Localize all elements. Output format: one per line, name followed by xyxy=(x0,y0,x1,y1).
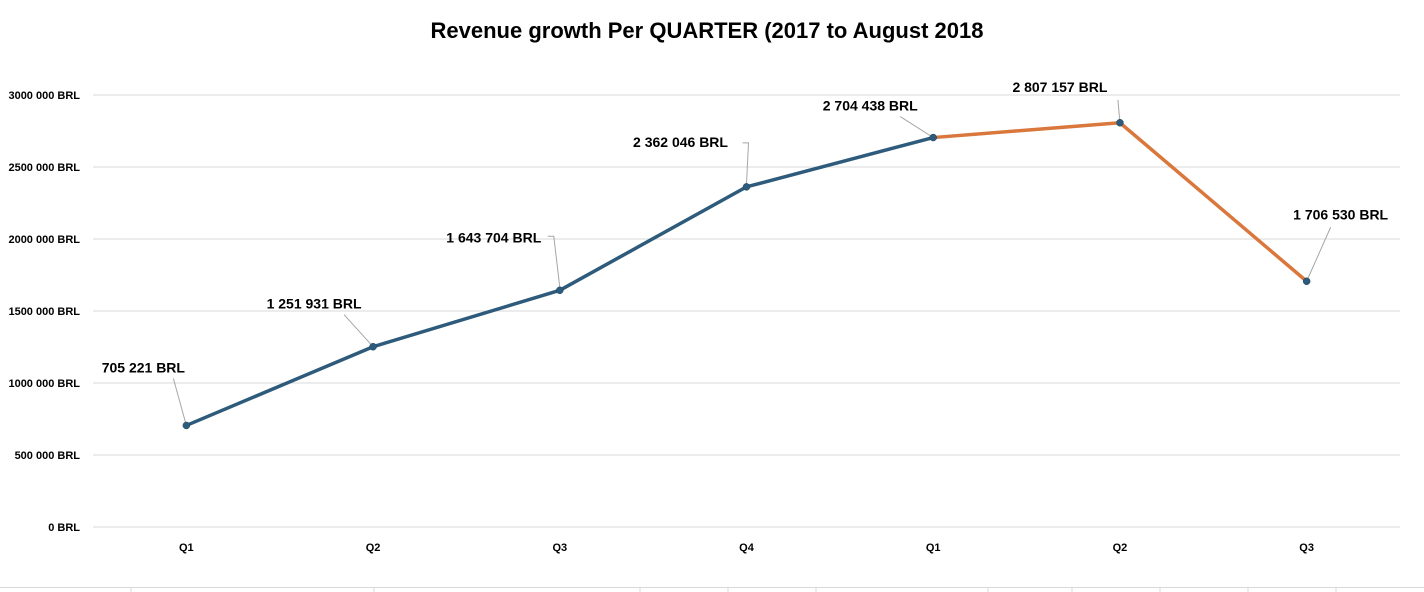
data-label-leader xyxy=(547,235,561,288)
x-tick-label: Q4 xyxy=(739,542,755,554)
gridlines xyxy=(93,94,1400,528)
data-label: 705 221 BRL xyxy=(102,359,186,375)
data-point xyxy=(1116,119,1124,127)
data-point xyxy=(369,342,377,351)
data-labels: 705 221 BRL 1 251 931 BRL 1 643 704 BRL 2 3… xyxy=(102,79,1389,376)
data-label: 1 251 931 BRL xyxy=(267,296,362,312)
y-tick-label: 2500 000 BRL xyxy=(8,162,80,174)
y-tick-label: 2000 000 BRL xyxy=(8,234,80,246)
data-point xyxy=(556,286,564,295)
data-label-leaders xyxy=(172,99,1332,426)
data-label: 1 643 704 BRL xyxy=(446,229,541,245)
y-tick-label: 1000 000 BRL xyxy=(8,378,80,390)
x-tick-label: Q1 xyxy=(926,542,941,554)
data-label: 2 704 438 BRL xyxy=(823,98,918,114)
data-label: 2 362 046 BRL xyxy=(633,134,728,150)
y-tick-label: 0 BRL xyxy=(48,522,80,534)
y-tick-label: 1500 000 BRL xyxy=(8,306,80,318)
data-label-leader xyxy=(343,314,374,348)
data-label-leader xyxy=(899,116,934,138)
x-tick-label: Q1 xyxy=(179,542,194,554)
y-tick-label: 500 000 BRL xyxy=(15,450,81,462)
x-tick-label: Q2 xyxy=(366,542,381,554)
data-point xyxy=(742,183,751,191)
data-label-leader xyxy=(1117,99,1121,123)
data-point xyxy=(1302,277,1311,286)
data-label: 2 807 157 BRL xyxy=(1012,79,1107,95)
y-tick-label: 3000 000 BRL xyxy=(8,90,80,102)
bottom-table-border xyxy=(0,587,1424,592)
series-line-2018 xyxy=(931,121,1309,284)
x-tick-label: Q2 xyxy=(1113,542,1128,554)
series-lines xyxy=(184,121,1309,428)
x-axis-tick-labels: Q1 Q2 Q3 Q4 Q1 Q2 Q3 xyxy=(179,542,1314,554)
data-label: 1 706 530 BRL xyxy=(1293,206,1388,222)
x-tick-label: Q3 xyxy=(552,542,567,554)
data-point xyxy=(182,421,191,430)
data-label-leader xyxy=(1306,227,1332,282)
data-points xyxy=(182,119,1311,430)
data-label-leader xyxy=(172,378,187,426)
x-tick-label: Q3 xyxy=(1299,542,1314,554)
data-point xyxy=(929,133,937,142)
data-label-leader xyxy=(742,142,750,184)
chart-title: Revenue growth Per QUARTER (2017 to Augu… xyxy=(431,18,984,43)
y-axis-tick-labels: 0 BRL 500 000 BRL 1000 000 BRL 1500 000 BRL… xyxy=(8,90,80,534)
series-line-2017 xyxy=(184,135,935,428)
